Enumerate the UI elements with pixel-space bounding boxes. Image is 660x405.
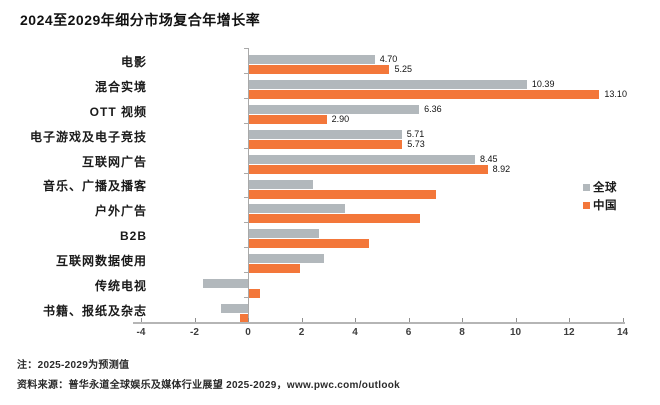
x-axis-tick [622,318,624,322]
chart-title: 2024至2029年细分市场复合年增长率 [20,12,261,28]
global-swatch-icon [583,183,590,191]
bar-china [249,89,600,99]
x-axis-tick [355,318,356,322]
category-boundary-tick [244,97,248,99]
x-axis-tick-label: -2 [190,327,199,338]
category-label: 传统电视 [94,279,147,294]
category-boundary-tick [244,147,248,149]
category-boundary-tick [244,197,248,199]
bar-global [249,179,314,189]
bar-global [249,79,527,89]
x-axis-tick-label: -4 [136,327,146,338]
x-axis-tick [569,318,570,322]
x-axis-tick-label: 6 [405,327,412,338]
bar-china [249,239,370,249]
category-label: 互联网数据使用 [55,254,147,269]
x-axis-tick [301,318,303,322]
bar-global [202,279,248,289]
bar-china [249,189,437,199]
category-label: 互联网广告 [81,154,147,169]
x-axis-tick [515,318,517,322]
note-source: 资料来源：普华永道全球娱乐及媒体行业展望 2025-2029，www.pwc.c… [17,380,401,391]
category-label: B2B [119,228,147,243]
value-label: 2.90 [331,113,350,124]
bar-global [249,55,375,64]
category-label: 电子游戏及电子竞技 [29,129,147,144]
category-boundary-tick [244,172,248,174]
footnotes: 注：2025-2029为预测值 资料来源：普华永道全球娱乐及媒体行业展望 202… [17,356,400,396]
legend-label-global: 全球 [593,182,617,194]
value-label: 4.70 [379,54,398,64]
category-label: 户外广告 [94,204,147,219]
legend-label-china: 中国 [593,200,617,212]
value-label: 8.92 [492,163,511,174]
category-label: OTT 视频 [89,104,147,119]
bar-china [249,289,260,299]
category-label: 音乐、广播及播客 [42,179,147,194]
bar-global [249,104,420,114]
value-label: 10.39 [531,78,555,89]
china-swatch-icon [583,201,590,209]
x-axis-tick [408,318,410,322]
x-axis-tick-label: 2 [298,327,305,338]
value-label: 6.36 [424,103,442,114]
category-boundary-tick [244,247,248,249]
zero-axis-line [248,48,249,322]
bar-china [249,114,327,124]
category-boundary-tick [244,72,248,74]
legend-item-global: 全球 [583,178,617,196]
value-label: 5.25 [394,64,412,74]
bar-china [249,214,421,224]
category-boundary-tick [244,122,248,124]
value-label: 13.10 [604,88,627,99]
x-axis-tick [141,318,142,322]
bar-global [249,254,324,264]
bar-global [221,304,248,313]
x-axis-tick [462,318,463,322]
x-axis-tick-label: 14 [616,327,629,338]
value-label: 5.71 [406,128,425,139]
value-label: 5.73 [407,138,425,149]
legend: 全球 中国 [583,178,617,214]
bar-global [249,229,319,239]
bar-china [249,139,403,149]
x-axis-line [133,322,625,324]
category-label: 书籍、报纸及杂志 [42,303,147,318]
x-axis-tick-label: 12 [563,327,575,338]
bar-global [249,129,402,139]
x-axis-tick-label: 0 [245,327,251,338]
x-axis-tick [194,318,196,322]
x-axis-tick-label: 4 [352,327,358,338]
value-label: 8.45 [480,153,498,164]
category-label: 混合实境 [94,79,147,94]
category-boundary-tick [244,222,248,224]
x-axis-tick-label: 10 [509,327,522,338]
bar-china [249,65,390,74]
category-boundary-tick [244,48,248,49]
x-axis-tick-label: 8 [459,327,465,338]
category-boundary-tick [244,297,248,298]
bar-global [249,154,476,164]
category-boundary-tick [244,272,248,274]
bar-china [249,164,488,174]
bar-global [249,204,346,214]
category-label: 电影 [120,54,147,69]
note-forecast: 注：2025-2029为预测值 [17,360,130,371]
legend-item-china: 中国 [583,196,617,214]
bar-china [249,264,300,274]
x-axis-tick [248,318,249,322]
bar-china [239,314,248,323]
